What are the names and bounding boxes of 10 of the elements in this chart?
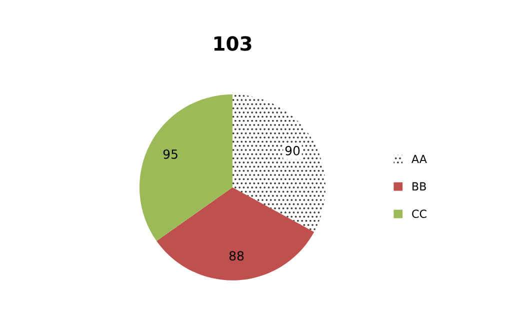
data-label: 90 — [285, 146, 300, 156]
data-label: 88 — [229, 251, 244, 261]
legend-label: AA — [412, 154, 427, 163]
pie-slice — [140, 94, 233, 242]
legend-label: BB — [412, 182, 426, 190]
pie-slice — [232, 94, 326, 232]
legend-label: CC — [412, 210, 426, 218]
chart-title: 103 — [214, 36, 252, 51]
pie-slice — [156, 187, 314, 280]
data-label: 95 — [163, 149, 178, 159]
